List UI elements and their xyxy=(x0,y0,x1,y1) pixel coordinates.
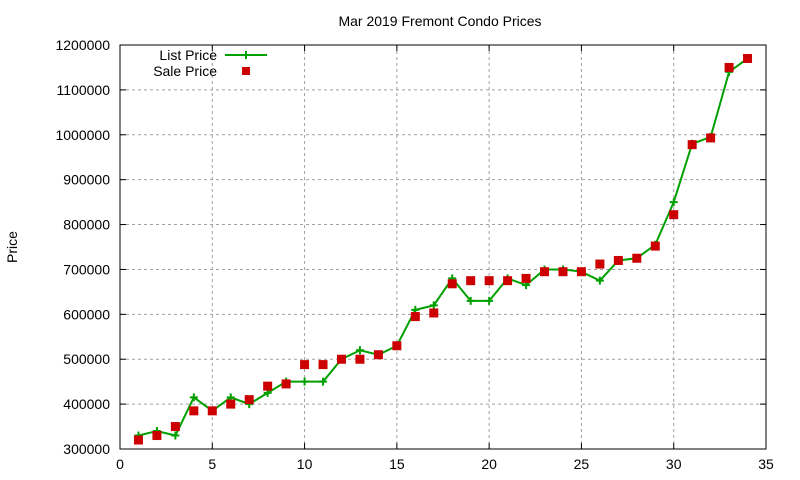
x-tick-label: 25 xyxy=(574,456,590,472)
series-layer xyxy=(133,53,753,445)
sale-price-point xyxy=(558,267,568,277)
sale-price-point xyxy=(521,273,531,283)
list-price-point xyxy=(319,377,328,386)
list-price-point xyxy=(300,377,309,386)
sale-price-point xyxy=(503,276,513,286)
x-tick-labels: 0 5 10 15 20 25 30 35 xyxy=(116,456,774,472)
list-price-point xyxy=(355,346,364,355)
sale-price-point xyxy=(447,279,457,289)
legend-square-icon xyxy=(242,67,250,75)
sale-price-point xyxy=(244,395,254,405)
sale-price-point xyxy=(576,267,586,277)
sale-price-point xyxy=(650,241,660,251)
y-tick-label: 500000 xyxy=(63,351,110,367)
legend-label-list-price: List Price xyxy=(159,47,217,63)
sale-price-point xyxy=(133,435,143,445)
y-tick-label: 400000 xyxy=(63,396,110,412)
sale-price-point xyxy=(743,53,753,63)
sale-price-point xyxy=(669,210,679,220)
sale-price-point xyxy=(152,431,162,441)
chart-title: Mar 2019 Fremont Condo Prices xyxy=(338,13,541,29)
sale-price-point xyxy=(613,255,623,265)
x-tick-label: 0 xyxy=(116,456,124,472)
x-tick-label: 5 xyxy=(208,456,216,472)
sale-price-point xyxy=(373,350,383,360)
y-tick-label: 300000 xyxy=(63,441,110,457)
sale-price-point xyxy=(207,406,217,416)
y-tick-label: 900000 xyxy=(63,172,110,188)
legend-cross-icon xyxy=(242,51,250,59)
sale-price-point xyxy=(595,259,605,269)
list-price-point xyxy=(669,198,678,207)
sale-price-point xyxy=(189,406,199,416)
sale-price-point xyxy=(226,399,236,409)
x-tick-label: 20 xyxy=(481,456,497,472)
list-price-point xyxy=(429,301,438,310)
sale-price-point xyxy=(466,276,476,286)
sale-price-point xyxy=(484,276,494,286)
sale-price-point xyxy=(687,140,697,150)
sale-price-point xyxy=(540,267,550,277)
y-tick-label: 800000 xyxy=(63,217,110,233)
x-tick-label: 15 xyxy=(389,456,405,472)
sale-price-point xyxy=(355,354,365,364)
list-price-point xyxy=(595,276,604,285)
sale-price-point xyxy=(281,379,291,389)
x-tick-label: 10 xyxy=(297,456,313,472)
y-tick-label: 1200000 xyxy=(55,37,110,53)
sale-price-point xyxy=(170,422,180,432)
sale-price-point xyxy=(392,341,402,351)
sale-price-point xyxy=(429,308,439,318)
x-tick-label: 30 xyxy=(666,456,682,472)
x-tick-label: 35 xyxy=(758,456,774,472)
plot-frame xyxy=(119,44,767,450)
sale-price-point xyxy=(318,360,328,370)
sale-price-point xyxy=(336,354,346,364)
sale-price-point xyxy=(263,381,273,391)
list-price-point xyxy=(485,296,494,305)
sale-price-point xyxy=(724,62,734,72)
axis-ticks xyxy=(119,44,767,450)
sale-price-point xyxy=(300,360,310,370)
list-price-point xyxy=(466,296,475,305)
y-tick-label: 1000000 xyxy=(55,127,110,143)
legend: List Price Sale Price xyxy=(153,47,267,79)
y-tick-label: 1100000 xyxy=(57,82,111,98)
y-tick-label: 700000 xyxy=(63,261,110,277)
legend-label-sale-price: Sale Price xyxy=(153,63,217,79)
list-price-line xyxy=(138,57,749,437)
list-price-point xyxy=(189,393,198,402)
y-axis-label: Price xyxy=(4,231,20,263)
y-tick-labels: 300000 400000 500000 600000 700000 800000 9000… xyxy=(55,37,110,457)
sale-price-point xyxy=(706,133,716,143)
grid xyxy=(120,45,766,449)
sale-price-point xyxy=(410,312,420,322)
sale-price-point xyxy=(632,253,642,263)
list-price-point xyxy=(171,431,180,440)
y-tick-label: 600000 xyxy=(63,306,110,322)
